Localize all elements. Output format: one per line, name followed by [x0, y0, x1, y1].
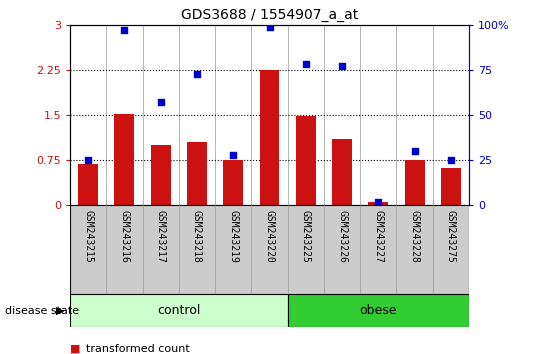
Bar — [114, 114, 134, 205]
Text: GSM243228: GSM243228 — [410, 210, 419, 263]
Bar — [288, 294, 469, 327]
Bar — [223, 160, 243, 205]
Bar — [368, 202, 388, 205]
Bar — [332, 139, 352, 205]
Point — [338, 63, 347, 69]
Bar — [187, 142, 207, 205]
Point — [265, 24, 274, 29]
Text: GSM243227: GSM243227 — [374, 210, 383, 263]
Point — [192, 71, 201, 76]
Point — [374, 199, 383, 205]
Text: obese: obese — [360, 304, 397, 317]
Bar — [405, 160, 425, 205]
Point — [301, 62, 310, 67]
Bar — [296, 116, 316, 205]
Point — [229, 152, 238, 158]
Point — [84, 157, 93, 163]
Bar — [70, 294, 288, 327]
Bar — [441, 168, 461, 205]
Bar — [260, 70, 279, 205]
Bar — [151, 145, 171, 205]
Bar — [78, 164, 98, 205]
Text: transformed count: transformed count — [86, 344, 190, 354]
Text: ▶: ▶ — [56, 306, 65, 316]
Point — [446, 157, 455, 163]
Text: GSM243226: GSM243226 — [337, 210, 347, 263]
Text: disease state: disease state — [5, 306, 80, 316]
Text: GSM243225: GSM243225 — [301, 210, 311, 263]
Point — [156, 99, 165, 105]
Text: ■: ■ — [70, 344, 80, 354]
Point — [120, 27, 129, 33]
Text: GSM243275: GSM243275 — [446, 210, 456, 263]
Text: GSM243216: GSM243216 — [120, 210, 129, 263]
Point — [410, 148, 419, 154]
Text: GSM243218: GSM243218 — [192, 210, 202, 263]
Text: GSM243220: GSM243220 — [265, 210, 274, 263]
Title: GDS3688 / 1554907_a_at: GDS3688 / 1554907_a_at — [181, 8, 358, 22]
Text: control: control — [157, 304, 201, 317]
Text: GSM243217: GSM243217 — [156, 210, 165, 263]
Text: GSM243215: GSM243215 — [83, 210, 93, 263]
Text: GSM243219: GSM243219 — [228, 210, 238, 263]
